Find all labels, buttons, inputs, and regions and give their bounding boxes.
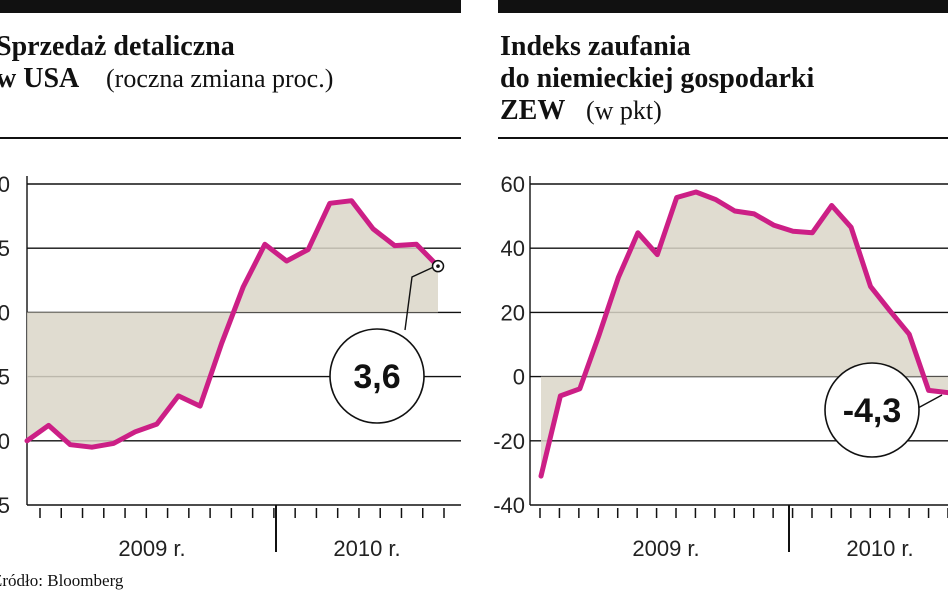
y-tick-label: -20 [493,429,525,454]
y-tick-label: 5 [0,236,10,261]
y-tick-label: 0 [513,365,525,390]
x-year-label: 2010 r. [846,536,913,561]
y-tick-label: -40 [493,493,525,518]
y-tick-label: -15 [0,493,10,518]
y-tick-label: 40 [501,236,525,261]
callout-leader [918,395,942,408]
y-tick-label: 10 [0,172,10,197]
y-tick-label: 0 [0,300,10,325]
x-axis: 2009 r. 2010 r. [40,505,444,561]
x-year-label: 2010 r. [333,536,400,561]
chart-subtitle: (w pkt) [586,96,662,125]
x-year-label: 2009 r. [632,536,699,561]
y-axis: 10 5 0 -5 -10 -15 [0,172,27,518]
chart-subtitle: (roczna zmiana proc.) [106,64,333,93]
end-marker-dot [436,264,440,268]
callout-value: -4,3 [843,392,902,430]
y-tick-label: -10 [0,429,10,454]
x-axis: 2009 r. 2010 r. [540,505,948,561]
y-tick-label: 60 [501,172,525,197]
callout-value: 3,6 [353,358,400,396]
x-year-label: 2009 r. [118,536,185,561]
y-tick-label: 20 [501,300,525,325]
header-bar [498,0,948,13]
y-axis: 60 40 20 0 -20 -40 [493,172,530,518]
source-note: Źródło: Bloomberg [0,571,124,590]
header-bar [0,0,461,13]
y-tick-label: -5 [0,365,10,390]
